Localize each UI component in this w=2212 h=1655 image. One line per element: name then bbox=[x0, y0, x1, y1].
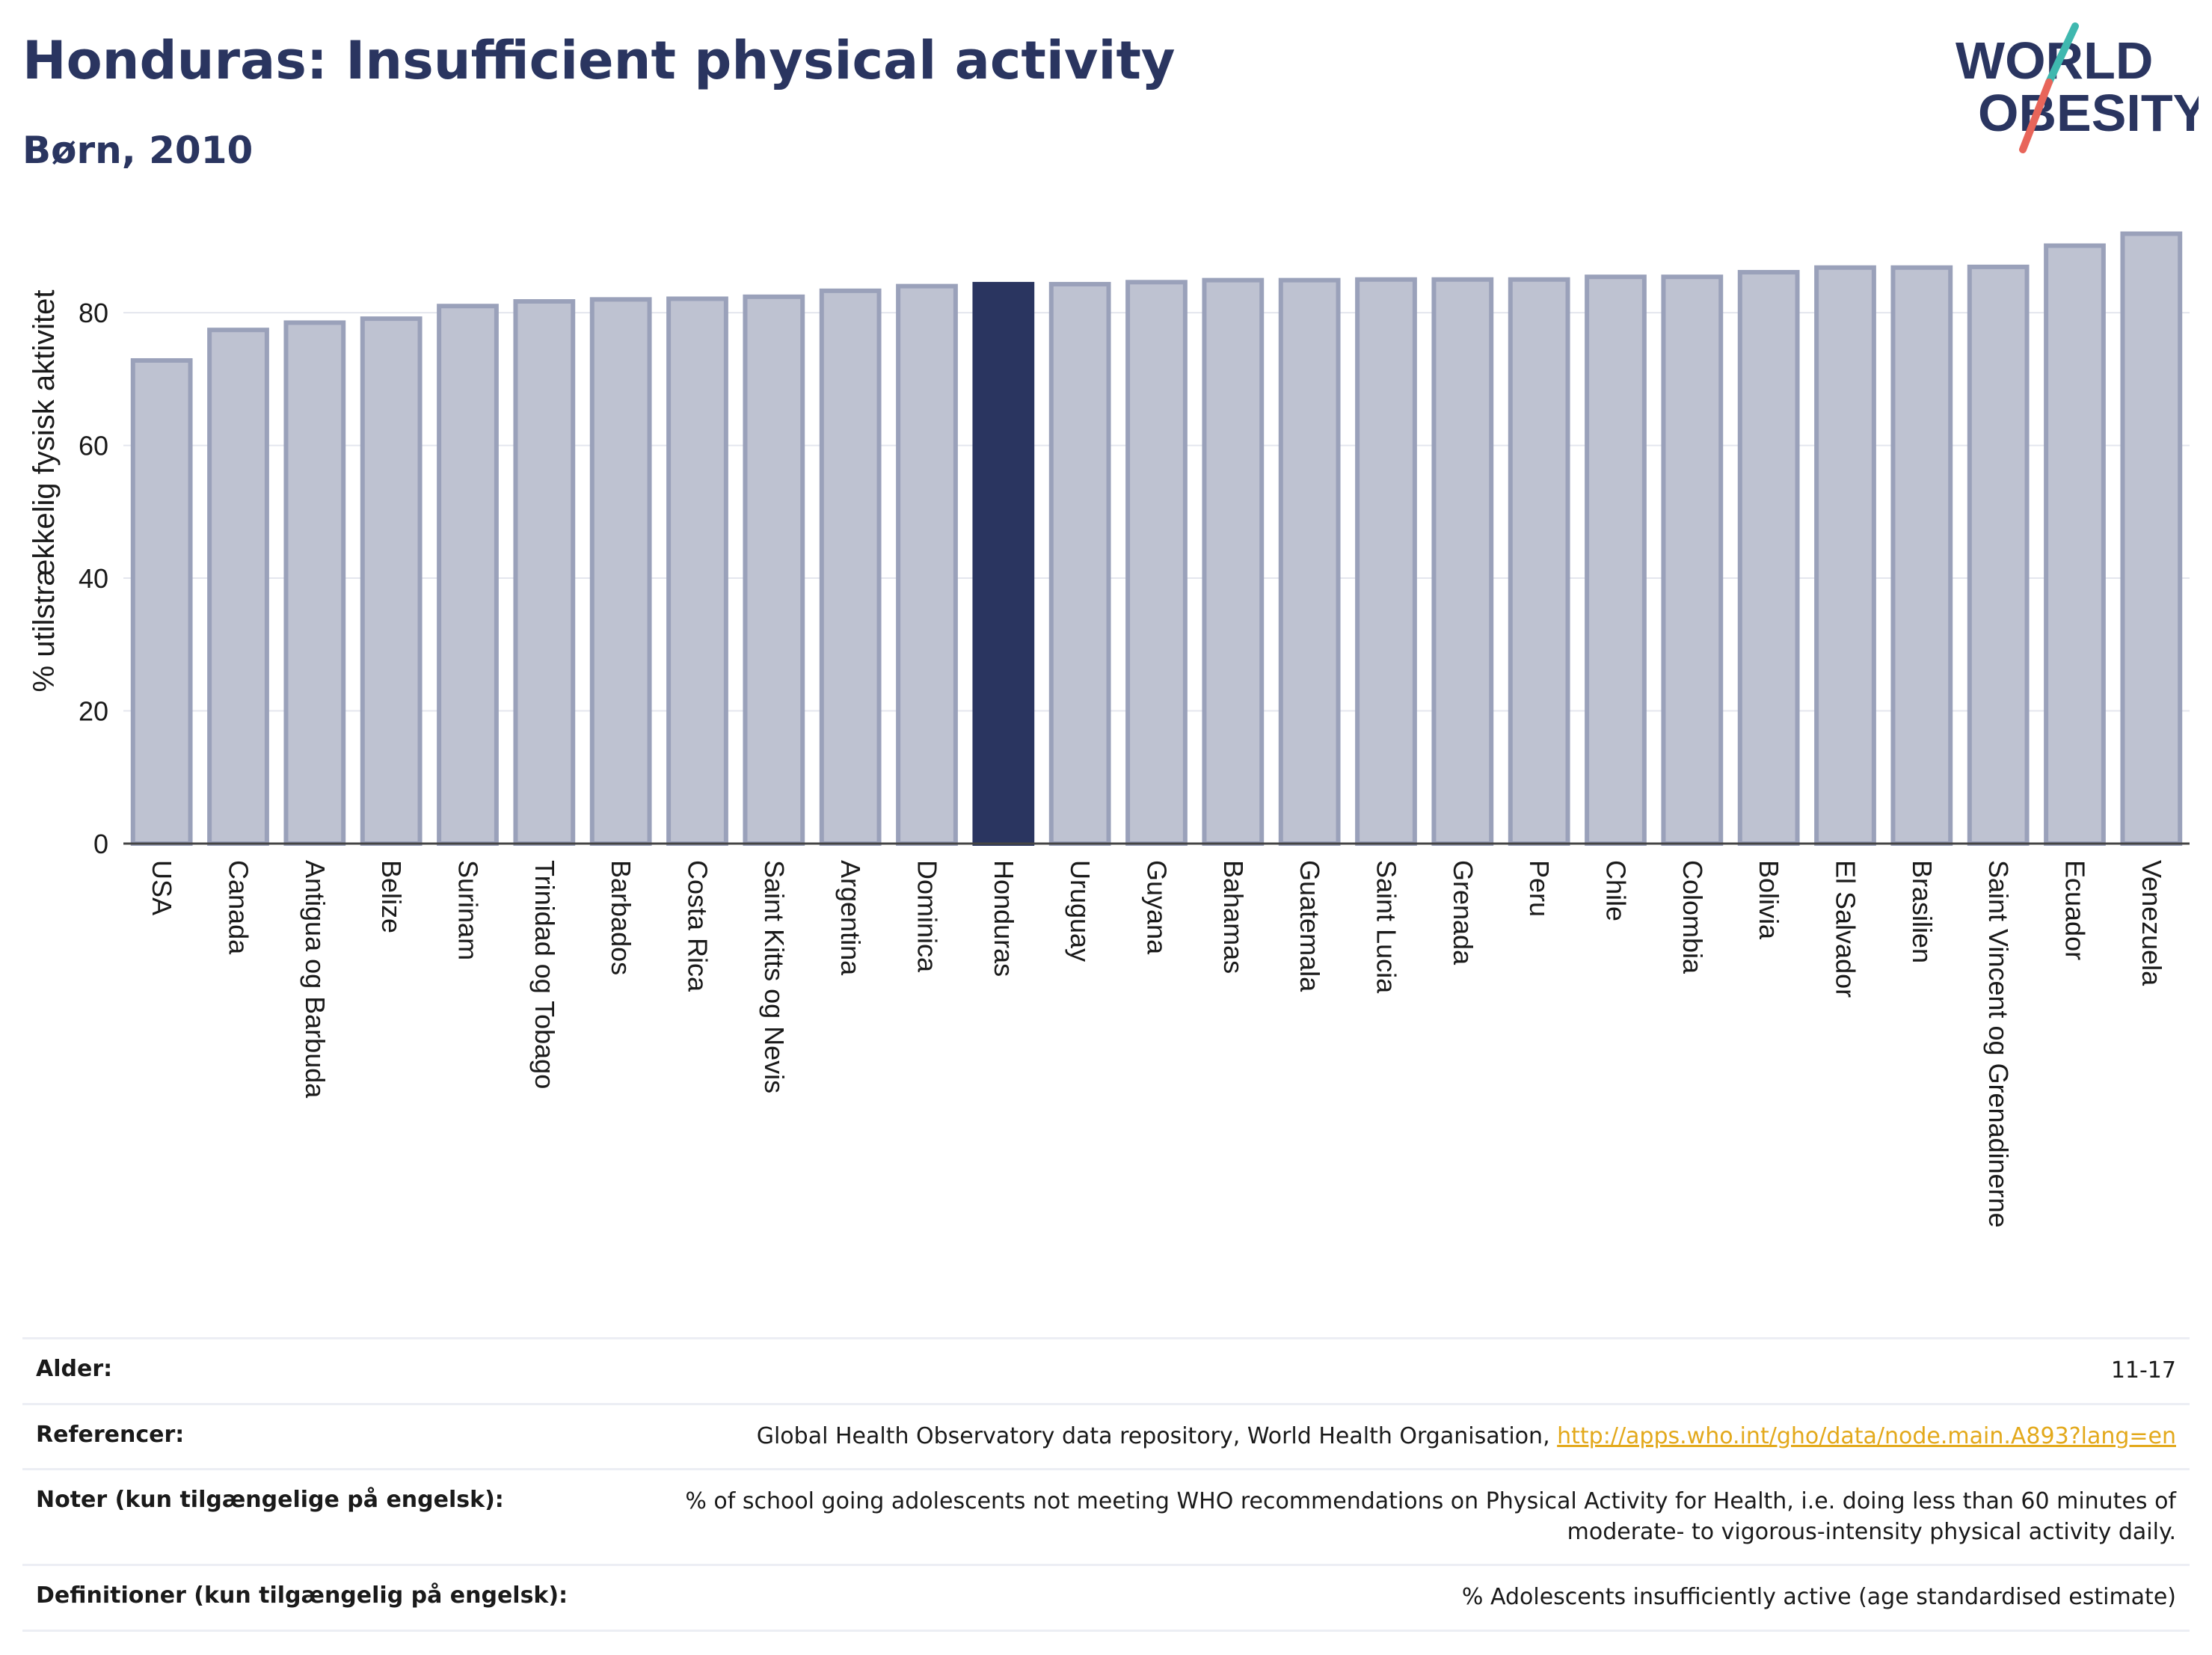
bar-argentina bbox=[819, 288, 882, 847]
x-tick-label: Saint Vincent og Grenadinerne bbox=[1983, 860, 2014, 1228]
y-tick-label: 60 bbox=[79, 431, 108, 461]
x-tick-labels: USA Canada Antigua og Barbuda Belize Surinam… bbox=[147, 860, 2167, 1228]
x-tick-label: Chile bbox=[1601, 860, 1632, 921]
logo-line-2: OBESITY bbox=[1978, 84, 2199, 142]
references-link[interactable]: http://apps.who.int/gho/data/node.main.A… bbox=[1557, 1422, 2176, 1449]
y-tick-label: 40 bbox=[79, 563, 108, 594]
bar-bahamas bbox=[1202, 277, 1265, 846]
bar-barbados bbox=[589, 297, 652, 846]
bar-saint-kitts-og-nevis bbox=[743, 294, 805, 846]
bar-guyana bbox=[1125, 280, 1188, 846]
bar-costa-rica bbox=[666, 296, 728, 846]
x-tick-label: Honduras bbox=[989, 860, 1019, 977]
meta-row-notes: Noter (kun tilgængelige på engelsk): % o… bbox=[22, 1468, 2190, 1564]
y-tick-labels: 0 20 40 60 80 bbox=[79, 298, 108, 859]
logo-line-1: WORLD bbox=[1956, 31, 2153, 90]
bar-saint-vincent-og-grenadinerne bbox=[1967, 264, 2030, 846]
meta-row-age: Alder: 11-17 bbox=[22, 1337, 2190, 1403]
notes-label: Noter (kun tilgængelige på engelsk): bbox=[36, 1487, 504, 1513]
metadata-table: Alder: 11-17 Referencer: Global Health O… bbox=[22, 1337, 2190, 1632]
x-tick-label: Peru bbox=[1524, 860, 1555, 917]
x-tick-label: Grenada bbox=[1448, 860, 1478, 965]
bar-trinidad-og-tobago bbox=[513, 299, 576, 846]
x-tick-label: Dominica bbox=[912, 860, 943, 973]
x-tick-label: Saint Kitts og Nevis bbox=[759, 860, 790, 1093]
x-tick-label: Uruguay bbox=[1065, 860, 1096, 962]
x-tick-label: Bahamas bbox=[1218, 860, 1249, 974]
x-tick-label: Colombia bbox=[1677, 860, 1708, 974]
bar-saint-lucia bbox=[1355, 277, 1417, 847]
bar-chart: 0 20 40 60 80 USA Canada Antigua og Barbuda Bel… bbox=[28, 231, 2190, 1228]
x-tick-label: Saint Lucia bbox=[1371, 860, 1402, 994]
x-tick-label: Guyana bbox=[1142, 860, 1173, 955]
x-tick-label: Belize bbox=[376, 860, 407, 933]
bar-honduras bbox=[972, 281, 1035, 846]
logo-slash-teal bbox=[2045, 22, 2079, 86]
x-tick-label: Bolivia bbox=[1754, 860, 1784, 940]
x-tick-label: Canada bbox=[224, 860, 254, 955]
references-text: Global Health Observatory data repositor… bbox=[756, 1422, 1558, 1449]
bar-guatemala bbox=[1278, 277, 1341, 846]
references-label: Referencer: bbox=[36, 1421, 185, 1448]
page-title: Honduras: Insufficient physical activity bbox=[22, 30, 1176, 91]
bar-peru bbox=[1508, 277, 1570, 847]
x-tick-label: Costa Rica bbox=[683, 860, 713, 992]
logo-slash-red bbox=[2019, 79, 2053, 153]
x-tick-label: Trinidad og Tobago bbox=[529, 860, 560, 1089]
definitions-value: % Adolescents insufficiently active (age… bbox=[1461, 1584, 2176, 1610]
bar-chile bbox=[1585, 274, 1647, 846]
x-tick-label: Barbados bbox=[606, 860, 636, 975]
bar-ecuador bbox=[2044, 243, 2106, 846]
x-tick-label: Guatemala bbox=[1294, 860, 1325, 992]
world-obesity-logo: WORLD OBESITY bbox=[1956, 22, 2199, 153]
y-tick-label: 80 bbox=[79, 298, 108, 328]
bar-surinam bbox=[437, 304, 499, 846]
x-tick-label: USA bbox=[147, 860, 177, 915]
y-tick-label: 20 bbox=[79, 696, 108, 727]
meta-row-definitions: Definitioner (kun tilgængelig på engelsk… bbox=[22, 1564, 2190, 1632]
bar-colombia bbox=[1661, 274, 1724, 846]
x-tick-label: Argentina bbox=[835, 860, 866, 976]
bar-dominica bbox=[896, 283, 958, 846]
y-axis-title: % utilstrækkelig fysisk aktivitet bbox=[28, 290, 61, 693]
bar-grenada bbox=[1431, 277, 1494, 847]
page-subtitle: Børn, 2010 bbox=[22, 129, 254, 172]
bar-bolivia bbox=[1737, 269, 1800, 847]
bars-layer bbox=[130, 231, 2183, 847]
references-value: Global Health Observatory data repositor… bbox=[757, 1422, 2176, 1452]
bar-uruguay bbox=[1048, 281, 1111, 846]
x-tick-label: El Salvador bbox=[1831, 860, 1861, 998]
y-tick-label: 0 bbox=[93, 829, 108, 859]
meta-row-references: Referencer: Global Health Observatory da… bbox=[22, 1402, 2190, 1469]
notes-value: % of school going adolescents not meetin… bbox=[685, 1488, 2176, 1545]
bar-venezuela bbox=[2120, 231, 2183, 846]
x-tick-label: Ecuador bbox=[2060, 860, 2091, 960]
x-tick-label: Surinam bbox=[453, 860, 484, 960]
bar-brasilien bbox=[1890, 265, 1953, 846]
x-tick-label: Venezuela bbox=[2136, 860, 2167, 986]
bar-belize bbox=[360, 316, 423, 847]
x-tick-label: Brasilien bbox=[1907, 860, 1938, 963]
definitions-label: Definitioner (kun tilgængelig på engelsk… bbox=[36, 1582, 568, 1609]
age-value: 11-17 bbox=[2110, 1357, 2176, 1384]
age-label: Alder: bbox=[36, 1356, 113, 1382]
bar-usa bbox=[130, 357, 193, 846]
x-tick-label: Antigua og Barbuda bbox=[300, 860, 331, 1099]
bar-el-salvador bbox=[1814, 265, 1876, 846]
bar-canada bbox=[207, 328, 269, 847]
bar-antigua-og-barbuda bbox=[283, 320, 346, 847]
